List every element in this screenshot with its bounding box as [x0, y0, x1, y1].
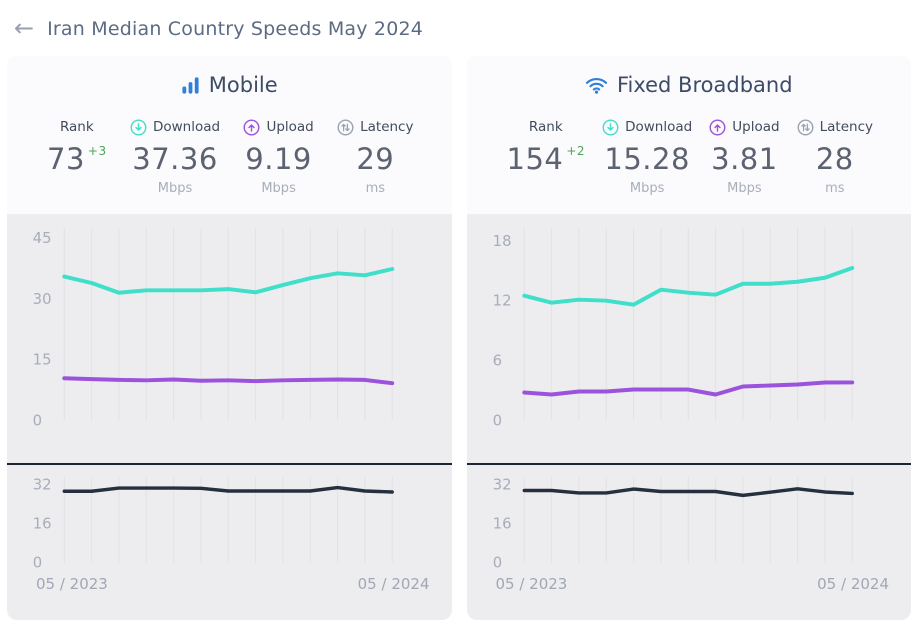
fixed-panel-title-label: Fixed Broadband: [616, 73, 793, 97]
fixed-stats-row: Rank 154 +2 Download 15.28: [477, 97, 902, 197]
download-unit: Mbps: [629, 181, 665, 196]
latency-label: Latency: [819, 119, 873, 135]
fixed-rank-stat: Rank 154 +2: [507, 118, 586, 197]
latency-label: Latency: [360, 119, 414, 135]
rank-change-badge: +3: [87, 144, 107, 158]
x-axis-end-label: 05 / 2024: [357, 574, 430, 593]
latency-value: 29: [356, 142, 395, 176]
fixed-download-stat: Download 15.28 Mbps: [602, 118, 692, 197]
mobile-panel: Mobile Rank 73 +3: [7, 56, 452, 620]
panels-container: Mobile Rank 73 +3: [0, 54, 913, 620]
svg-text:16: 16: [33, 516, 52, 533]
rank-unit: [507, 181, 586, 197]
download-label: Download: [152, 119, 221, 135]
fixed-broadband-panel: Fixed Broadband Rank 154 +2: [466, 56, 912, 620]
mobile-download-upload-chart: 0 15 30 45: [33, 227, 395, 429]
mobile-download-stat: Download 37.36 Mbps: [130, 118, 220, 197]
fixed-latency-stat: Latency 28 ms: [797, 118, 873, 197]
fixed-latency-chart: 0 16 32: [492, 477, 854, 572]
mobile-panel-title: Mobile: [17, 73, 442, 97]
download-value: 37.36: [132, 142, 218, 176]
mobile-chart-divider: [7, 463, 452, 466]
fixed-panel-title: Fixed Broadband: [477, 73, 902, 97]
fixed-chart-divider: [466, 463, 911, 466]
rank-label: Rank: [528, 119, 563, 135]
svg-text:0: 0: [33, 555, 42, 572]
svg-text:30: 30: [33, 291, 52, 308]
wifi-icon: [585, 76, 608, 94]
mobile-latency-chart: 0 16 32: [33, 477, 394, 572]
upload-icon: [709, 119, 726, 136]
fixed-upload-stat: Upload 3.81 Mbps: [709, 118, 780, 197]
upload-value: 3.81: [711, 142, 778, 176]
rank-value: 73 +3: [47, 142, 107, 176]
rank-value: 154 +2: [506, 142, 586, 176]
rank-unit: [47, 181, 107, 197]
svg-text:16: 16: [492, 516, 511, 533]
rank-label: Rank: [59, 119, 94, 135]
fixed-panel-header: Fixed Broadband Rank 154 +2: [466, 56, 911, 214]
latency-unit: ms: [825, 181, 845, 196]
mobile-panel-title-label: Mobile: [208, 73, 278, 97]
upload-unit: Mbps: [261, 181, 296, 196]
mobile-panel-header: Mobile Rank 73 +3: [7, 56, 452, 214]
download-icon: [130, 119, 147, 136]
upload-label: Upload: [732, 119, 780, 135]
mobile-upload-stat: Upload 9.19 Mbps: [243, 118, 314, 197]
back-arrow-icon[interactable]: ←: [14, 14, 35, 42]
svg-text:0: 0: [492, 555, 501, 572]
svg-text:15: 15: [33, 352, 52, 369]
download-label: Download: [625, 119, 693, 135]
svg-text:18: 18: [492, 233, 511, 250]
upload-icon: [243, 119, 260, 136]
upload-label: Upload: [266, 119, 314, 135]
fixed-x-axis-labels: 05 / 2023 05 / 2024: [467, 574, 912, 593]
page-header: ← Iran Median Country Speeds May 2024: [0, 0, 913, 54]
mobile-latency-stat: Latency 29 ms: [337, 118, 413, 197]
latency-icon: [797, 119, 814, 136]
svg-text:6: 6: [492, 353, 501, 370]
download-value: 15.28: [604, 142, 690, 176]
latency-icon: [337, 119, 354, 136]
rank-change-badge: +2: [566, 144, 586, 158]
mobile-rank-stat: Rank 73 +3: [47, 118, 107, 197]
latency-unit: ms: [365, 181, 386, 196]
download-icon: [602, 119, 619, 136]
x-axis-start-label: 05 / 2023: [36, 574, 108, 593]
svg-text:0: 0: [33, 412, 42, 429]
svg-text:32: 32: [492, 477, 511, 494]
x-axis-start-label: 05 / 2023: [495, 574, 568, 593]
mobile-signal-bars-icon: [181, 76, 200, 95]
svg-text:0: 0: [492, 412, 501, 429]
upload-value: 9.19: [245, 142, 312, 176]
latency-value: 28: [815, 142, 854, 176]
page-title: Iran Median Country Speeds May 2024: [47, 18, 424, 40]
x-axis-end-label: 05 / 2024: [817, 574, 889, 593]
fixed-download-upload-chart: 0 6 12 18: [492, 227, 854, 429]
svg-text:32: 32: [33, 477, 52, 494]
mobile-stats-row: Rank 73 +3 Download 37.36: [17, 97, 442, 197]
svg-text:12: 12: [492, 293, 511, 310]
svg-text:45: 45: [33, 230, 52, 247]
mobile-x-axis-labels: 05 / 2023 05 / 2024: [7, 574, 452, 593]
download-unit: Mbps: [157, 181, 193, 196]
upload-unit: Mbps: [727, 181, 762, 196]
